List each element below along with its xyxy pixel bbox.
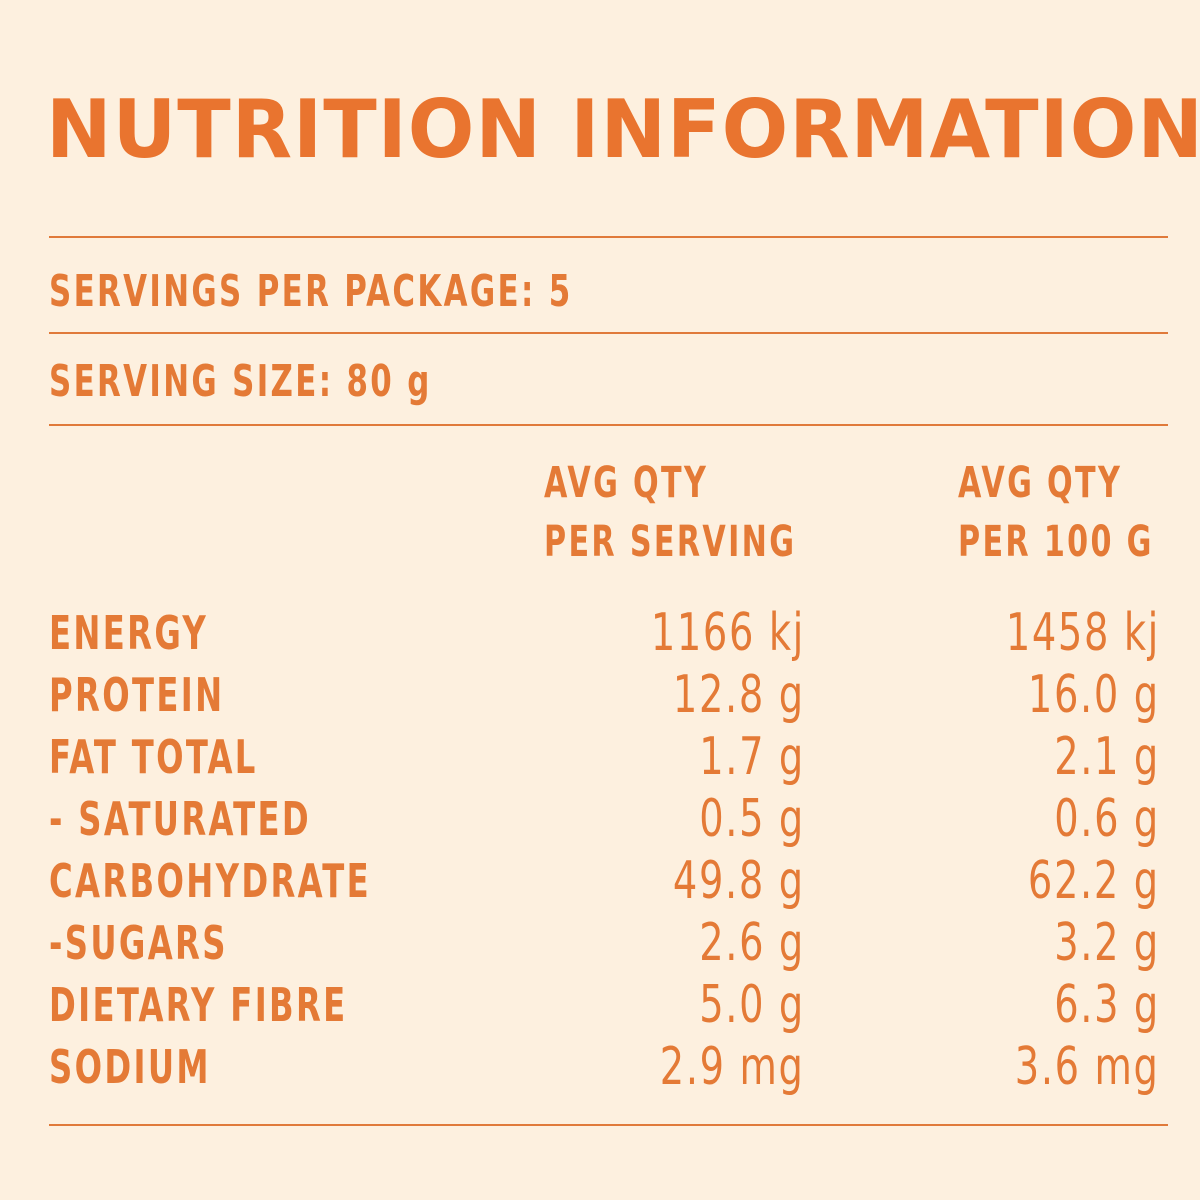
nutrient-name: CARBOHYDRATE xyxy=(49,854,371,908)
value-per-serving: 2.9 mg xyxy=(660,1037,805,1097)
value-per-100g: 6.3 g xyxy=(1054,975,1160,1035)
column-header-per-100g-line2: PER 100 G xyxy=(958,517,1154,567)
divider-top xyxy=(49,236,1168,238)
value-per-serving: 49.8 g xyxy=(673,851,805,911)
value-per-100g: 62.2 g xyxy=(1028,851,1160,911)
nutrient-name: -SUGARS xyxy=(49,916,228,970)
column-header-per-100g-line1: AVG QTY xyxy=(958,458,1123,508)
column-header-per-100g: AVG QTY PER 100 G xyxy=(958,454,1154,572)
value-per-serving: 1166 kj xyxy=(650,603,805,663)
value-per-100g: 3.6 mg xyxy=(1015,1037,1160,1097)
serving-size: SERVING SIZE: 80 g xyxy=(49,356,432,407)
divider-servings xyxy=(49,332,1168,334)
nutrient-name: SODIUM xyxy=(49,1040,211,1094)
value-per-100g: 16.0 g xyxy=(1028,665,1160,725)
column-header-per-serving: AVG QTY PER SERVING xyxy=(544,454,796,572)
servings-per-package: SERVINGS PER PACKAGE: 5 xyxy=(49,266,573,317)
divider-serving-size xyxy=(49,424,1168,426)
value-per-100g: 2.1 g xyxy=(1054,727,1160,787)
page-title: NUTRITION INFORMATION xyxy=(46,83,1200,176)
value-per-serving: 12.8 g xyxy=(673,665,805,725)
value-per-serving: 0.5 g xyxy=(699,789,805,849)
nutrient-name: - SATURATED xyxy=(49,792,311,846)
divider-bottom xyxy=(49,1124,1168,1126)
value-per-100g: 0.6 g xyxy=(1054,789,1160,849)
nutrient-name: PROTEIN xyxy=(49,668,225,722)
nutrient-name: DIETARY FIBRE xyxy=(49,978,348,1032)
column-header-per-serving-line1: AVG QTY xyxy=(544,458,709,508)
value-per-serving: 2.6 g xyxy=(699,913,805,973)
value-per-100g: 3.2 g xyxy=(1054,913,1160,973)
nutrient-name: FAT TOTAL xyxy=(49,730,258,784)
value-per-serving: 1.7 g xyxy=(699,727,805,787)
value-per-serving: 5.0 g xyxy=(699,975,805,1035)
nutrient-name: ENERGY xyxy=(49,606,209,660)
column-header-per-serving-line2: PER SERVING xyxy=(544,517,797,567)
value-per-100g: 1458 kj xyxy=(1005,603,1160,663)
